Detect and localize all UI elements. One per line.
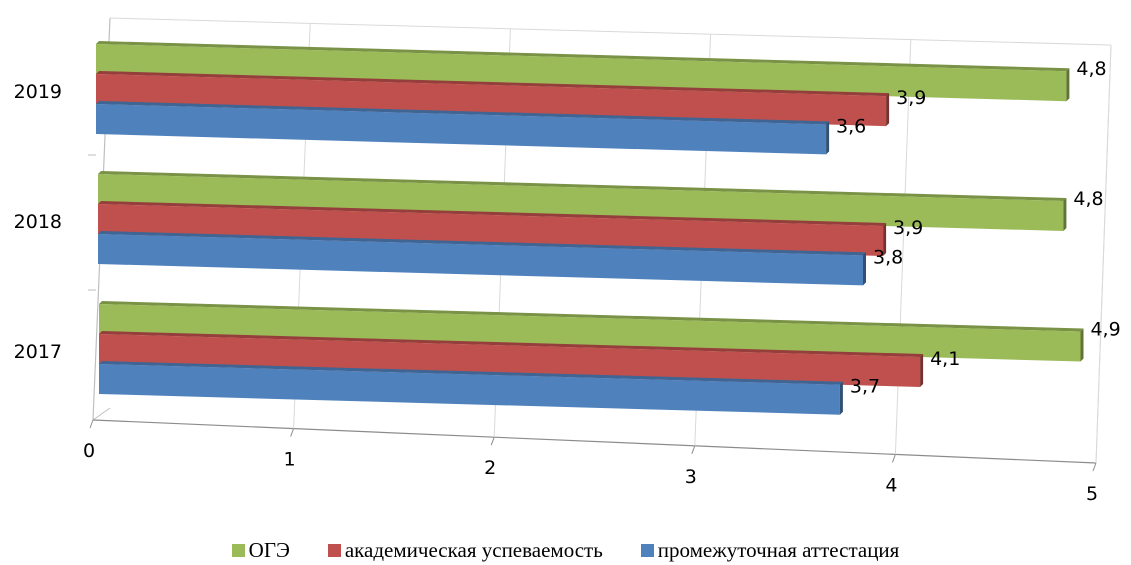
bar-end-face <box>1066 68 1070 102</box>
data-label: 3,6 <box>836 115 866 137</box>
bar-end-face <box>863 252 866 286</box>
bar-oge-2017 <box>99 304 1081 362</box>
bar-academic-2017 <box>99 334 921 387</box>
x-tick-mark <box>89 419 94 429</box>
x-tick-mark <box>691 445 696 454</box>
x-tick-label: 4 <box>885 474 897 496</box>
legend-label-oge: ОГЭ <box>248 538 290 562</box>
bar-end-face <box>826 121 830 155</box>
legend-label-academic: академическая успеваемость <box>344 538 603 562</box>
bar-top-face <box>96 101 830 125</box>
bar-interim-2017 <box>99 364 840 415</box>
x-tick-label: 2 <box>484 457 496 479</box>
gridline-x <box>1095 44 1112 464</box>
category-label: 2019 <box>14 81 62 103</box>
legend-swatch-oge <box>231 544 245 557</box>
x-axis-line <box>92 419 1097 464</box>
bar-academic-2018 <box>98 204 884 256</box>
bar-top-face <box>99 301 1084 332</box>
x-tick-label: 0 <box>83 440 95 462</box>
legend-item-academic: академическая успеваемость <box>327 538 603 563</box>
bar-end-face <box>1063 198 1067 231</box>
bar-end-face <box>839 381 843 415</box>
x-tick-mark <box>1092 462 1097 472</box>
bar-oge-2019 <box>96 44 1067 102</box>
bar-end-face <box>883 223 887 256</box>
legend-swatch-interim <box>640 544 654 557</box>
bar-interim-2019 <box>96 104 827 155</box>
legend: ОГЭ академическая успеваемость промежуто… <box>0 538 1131 563</box>
x-tick-label: 1 <box>284 449 296 471</box>
data-label: 4,8 <box>1073 188 1103 210</box>
x-tick-label: 5 <box>1086 483 1098 505</box>
bar-top-face <box>99 331 924 357</box>
bar-end-face <box>920 354 924 387</box>
floor-front-edge <box>92 407 111 421</box>
bar-top-face <box>98 231 866 256</box>
bar-top-face <box>98 171 1067 201</box>
bar-top-face <box>96 71 890 97</box>
x-tick-mark <box>290 428 295 437</box>
bar-top-face <box>96 41 1070 72</box>
data-label: 3,9 <box>893 217 923 239</box>
x-tick-mark <box>891 454 896 463</box>
data-label: 3,7 <box>850 376 880 398</box>
legend-swatch-academic <box>327 544 341 557</box>
data-label: 3,8 <box>873 246 903 268</box>
legend-label-interim: промежуточная аттестация <box>657 538 900 562</box>
data-label: 4,9 <box>1090 318 1120 340</box>
bar-academic-2019 <box>96 74 887 127</box>
category-label: 2017 <box>14 341 62 363</box>
bar-oge-2018 <box>98 174 1064 231</box>
x-tick-label: 3 <box>685 466 697 488</box>
legend-item-interim: промежуточная аттестация <box>640 538 900 563</box>
bar-interim-2018 <box>98 234 863 286</box>
bar-top-face <box>98 201 887 226</box>
top-edge <box>109 17 1112 46</box>
bar-top-face <box>99 361 843 385</box>
x-tick-mark <box>490 437 495 446</box>
bar-end-face <box>1080 328 1084 362</box>
legend-item-oge: ОГЭ <box>231 538 290 563</box>
bar-end-face <box>886 93 890 127</box>
category-label: 2018 <box>14 211 62 233</box>
data-label: 4,8 <box>1076 58 1106 80</box>
data-label: 3,9 <box>896 87 926 109</box>
data-label: 4,1 <box>930 348 960 370</box>
chart: 0 1 2 3 4 5 2017 2018 2019 4,9 4,1 3,7 4,8 3,9 3,8 4,8 3… <box>14 17 1121 505</box>
